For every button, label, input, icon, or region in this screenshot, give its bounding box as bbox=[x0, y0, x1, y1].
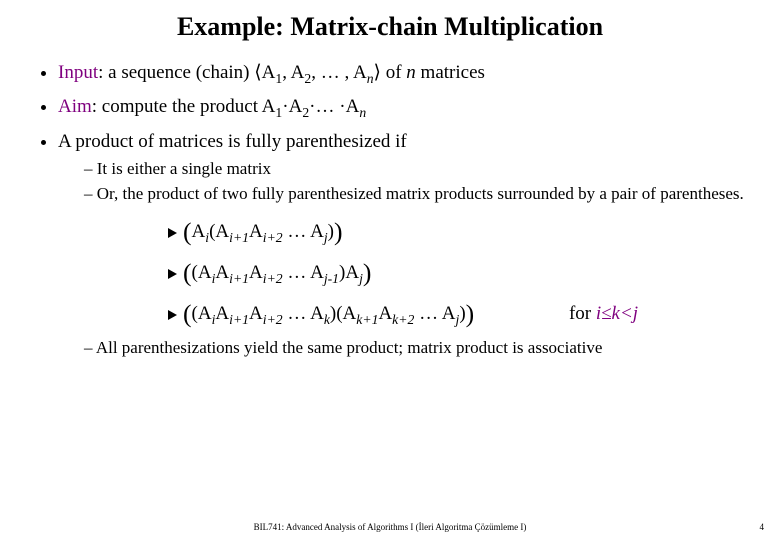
slide-title: Example: Matrix-chain Multiplication bbox=[30, 12, 750, 42]
keyword-aim: Aim bbox=[58, 96, 92, 117]
keyword-input: Input bbox=[58, 62, 98, 83]
bullet-aim: Aim: compute the product A1·A2·… ·An bbox=[58, 94, 750, 122]
math-line-2: ((AiAi+1Ai+2 … Aj-1)Aj) bbox=[168, 256, 750, 291]
math-line-3: ((AiAi+1Ai+2 … Ak)(Ak+1Ak+2 … Aj)) for i… bbox=[168, 297, 750, 332]
sub-bullet-2: Or, the product of two fully parenthesiz… bbox=[84, 183, 750, 205]
math-block: (Ai(Ai+1Ai+2 … Aj)) ((AiAi+1Ai+2 … Aj-1)… bbox=[168, 215, 750, 331]
sub-bullet-3: All parenthesizations yield the same pro… bbox=[84, 337, 750, 359]
triangle-icon bbox=[168, 228, 177, 238]
sub-bullet-1: It is either a single matrix bbox=[84, 158, 750, 180]
triangle-icon bbox=[168, 269, 177, 279]
sub-bullet-list: It is either a single matrix Or, the pro… bbox=[58, 158, 750, 205]
footer-text: BIL741: Advanced Analysis of Algorithms … bbox=[0, 522, 780, 532]
bullet-input: Input: a sequence (chain) ⟨A1, A2, … , A… bbox=[58, 60, 750, 88]
bullet-paren: A product of matrices is fully parenthes… bbox=[58, 129, 750, 360]
triangle-icon bbox=[168, 310, 177, 320]
math-condition: i≤k<j bbox=[596, 303, 638, 324]
bullet-list: Input: a sequence (chain) ⟨A1, A2, … , A… bbox=[30, 60, 750, 359]
page-number: 4 bbox=[760, 522, 765, 532]
math-line-1: (Ai(Ai+1Ai+2 … Aj)) bbox=[168, 215, 750, 250]
sub-bullet-list-after: All parenthesizations yield the same pro… bbox=[58, 337, 750, 359]
